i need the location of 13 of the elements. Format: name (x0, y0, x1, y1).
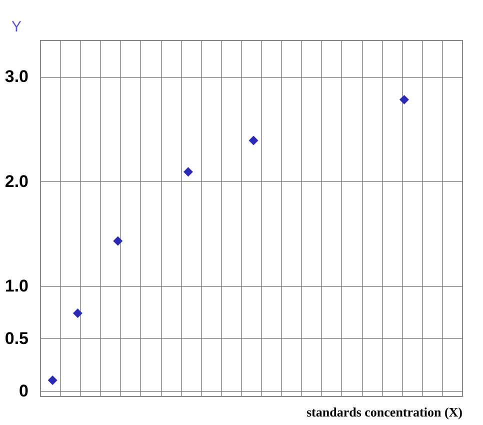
y-tick-label: 3.0 (4, 67, 28, 86)
point (48, 376, 58, 386)
y-tick-label: 0.5 (4, 328, 28, 348)
y-tick-label: 0 (19, 381, 28, 400)
point (72, 308, 82, 318)
point (399, 94, 409, 104)
y-axis-title: Y (11, 18, 22, 36)
point (248, 136, 258, 146)
x-axis-title: standards concentration (X) (306, 404, 462, 420)
y-tick-label: 2.0 (4, 172, 28, 191)
point (183, 167, 193, 177)
y-tick-label: 1.0 (4, 276, 28, 296)
point (113, 236, 123, 246)
